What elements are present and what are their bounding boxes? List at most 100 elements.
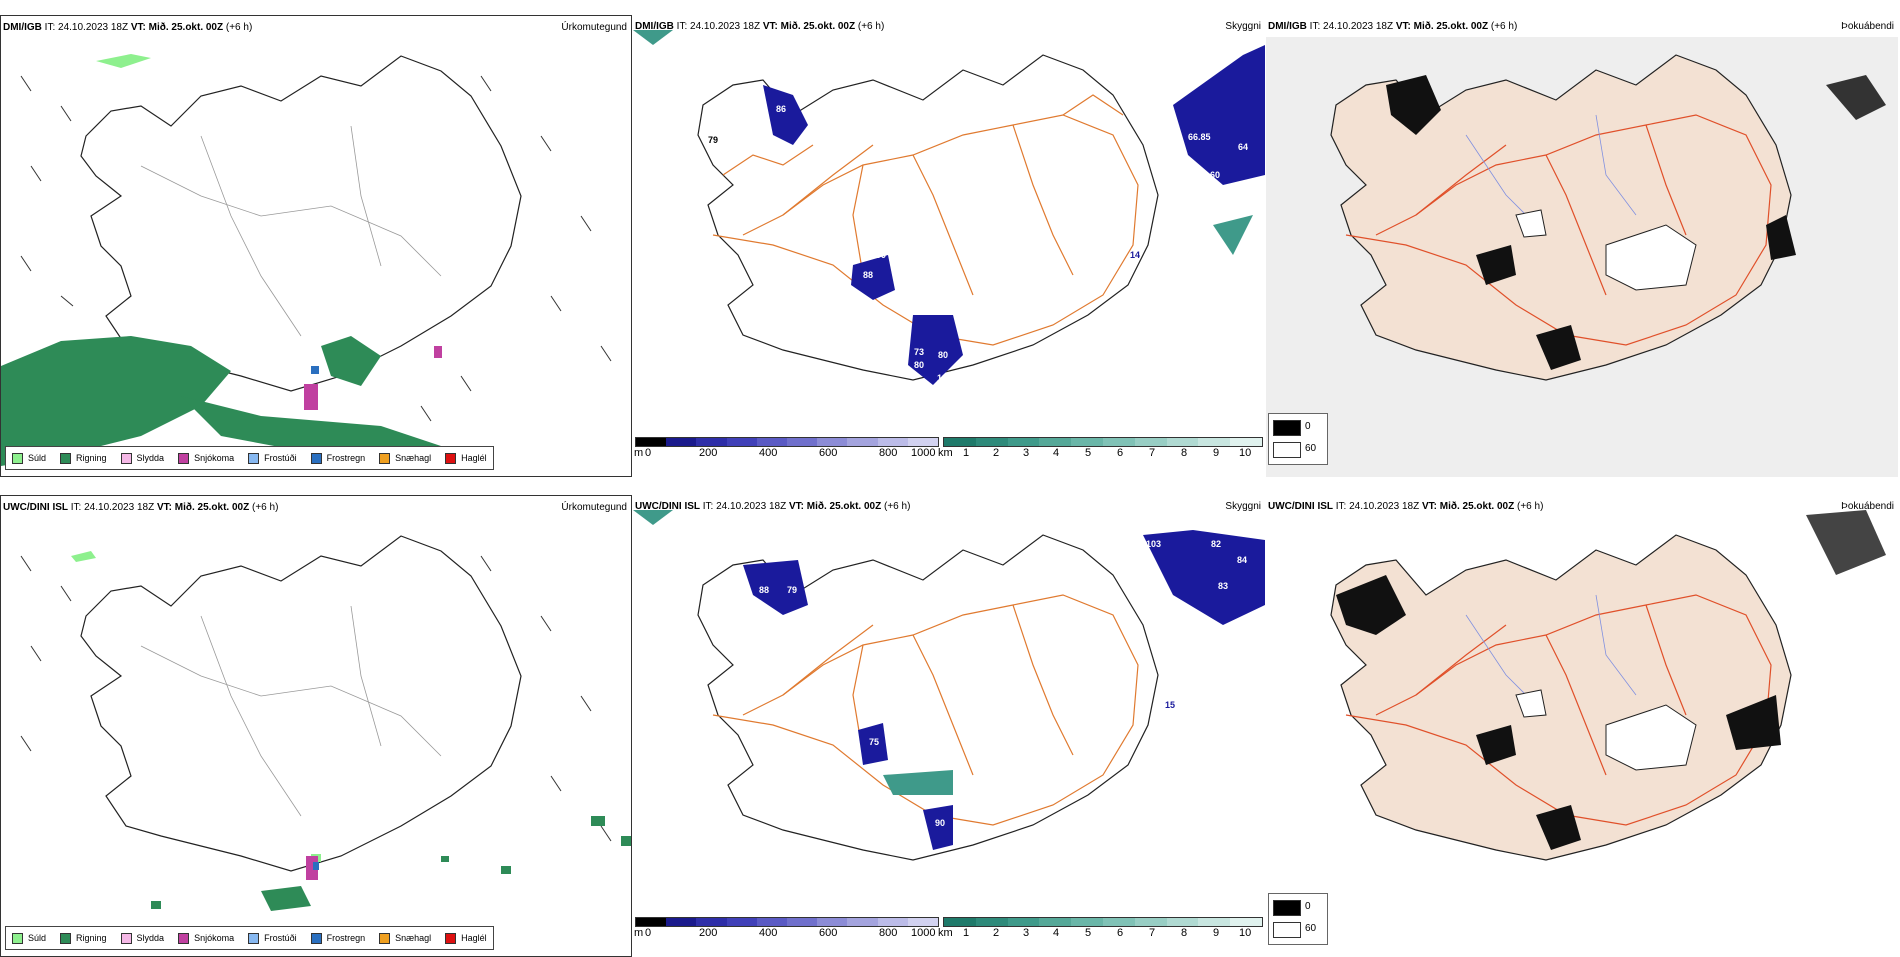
visibility-panel-row2[interactable]: UWC/DINI ISL IT: 24.10.2023 18Z VT: Mið.… [633, 495, 1265, 957]
legend-swatch [248, 932, 260, 944]
tick-label: 2 [993, 447, 1000, 459]
colorbar-segment [975, 438, 1008, 446]
colorbar-segment [944, 438, 976, 446]
tick-label: 10 [1239, 447, 1252, 459]
legend-swatch [178, 932, 190, 944]
legend-item: Snæhagl [379, 932, 432, 944]
legend-item: Frostregn [310, 452, 365, 464]
colorbar-segment [666, 918, 697, 926]
precip-panel-row1[interactable]: DMI/IGB IT: 24.10.2023 18Z VT: Mið. 25.o… [0, 15, 632, 477]
legend-item: Súld [12, 452, 46, 464]
legend-item: Frostúði [248, 932, 297, 944]
visibility-labels: 88 79 75 90 67 16 82 84 83 103 15 [759, 509, 1247, 867]
legend-label: Snæhagl [395, 453, 432, 463]
legend-label: Rigning [76, 453, 107, 463]
tick-label: 400 [759, 447, 778, 459]
tick-label: 7 [1149, 447, 1156, 459]
tick-label: 800 [879, 927, 898, 939]
wind-barbs [20, 75, 612, 422]
vis-m-unit: m [634, 447, 644, 459]
colorbar-segment [1007, 438, 1040, 446]
tick-label: 0 [645, 447, 652, 459]
visibility-panel-row1[interactable]: DMI/IGB IT: 24.10.2023 18Z VT: Mið. 25.o… [633, 15, 1265, 477]
legend-swatch [12, 452, 23, 464]
tick-label: 8 [1181, 447, 1188, 459]
vis-km-colorbar [943, 437, 1263, 447]
svg-text:64: 64 [1238, 142, 1248, 152]
tick-label: 1000 [911, 447, 936, 459]
panel-header: DMI/IGB IT: 24.10.2023 18Z VT: Mið. 25.o… [1268, 21, 1518, 32]
svg-text:13: 13 [937, 373, 947, 383]
colorbar-segment [1007, 918, 1040, 926]
legend-swatch [310, 452, 322, 464]
fog-legend: 0 60 [1268, 893, 1328, 945]
colorbar-segment [877, 438, 908, 446]
svg-text:79: 79 [708, 135, 718, 145]
legend-swatch [379, 452, 391, 464]
tick-label: 1 [963, 447, 970, 459]
panel-header: UWC/DINI ISL IT: 24.10.2023 18Z VT: Mið.… [635, 501, 911, 512]
visibility-labels: 86 79 88 99 80 73 80 13 13 66.85 64 60 1… [708, 104, 1248, 398]
tick-label: 6 [1117, 927, 1124, 939]
colorbar-segment [1071, 918, 1103, 926]
precip-panel-row2[interactable]: UWC/DINI ISL IT: 24.10.2023 18Z VT: Mið.… [0, 495, 632, 957]
vis-m-colorbar [635, 917, 939, 927]
fog-panel-row2[interactable]: UWC/DINI ISL IT: 24.10.2023 18Z VT: Mið.… [1266, 495, 1898, 957]
legend-swatch [445, 452, 457, 464]
fog-areas [1386, 75, 1886, 370]
legend-label: Slydda [136, 933, 165, 943]
tick-label: 200 [699, 447, 718, 459]
legend-item: Slydda [120, 932, 165, 944]
legend-swatch [60, 932, 72, 944]
legend-label: Frostúði [264, 453, 297, 463]
legend-label: Frostúði [264, 933, 297, 943]
vis-km-unit: km [938, 927, 953, 939]
panel-title: Þokuábendi [1841, 501, 1894, 512]
legend-label: Snæhagl [395, 933, 432, 943]
snow-areas [304, 346, 442, 410]
svg-text:67: 67 [939, 857, 949, 867]
tick-label: 9 [1213, 927, 1220, 939]
tick-label: 6 [1117, 447, 1124, 459]
colorbar-segment [1039, 918, 1072, 926]
iceland-map-fog [1266, 510, 1898, 957]
legend-swatch [120, 932, 132, 944]
panel-title: Skyggni [1225, 21, 1261, 32]
colorbar-segment [847, 918, 878, 926]
fog-legend-swatch-0 [1273, 900, 1301, 916]
drizzle-areas [71, 551, 321, 862]
iceland-land [1330, 534, 1792, 861]
legend-item: Frostregn [310, 932, 365, 944]
vis-km-unit: km [938, 447, 953, 459]
fog-panel-row1[interactable]: DMI/IGB IT: 24.10.2023 18Z VT: Mið. 25.o… [1266, 15, 1898, 477]
iceland-outline [80, 535, 522, 872]
legend-swatch [445, 932, 457, 944]
low-visibility-areas [743, 530, 1265, 850]
vis-m-unit: m [634, 927, 644, 939]
tick-label: 3 [1023, 447, 1030, 459]
panel-title: Úrkomutegund [561, 502, 627, 513]
panel-title: Skyggni [1225, 501, 1261, 512]
tick-label: 5 [1085, 927, 1092, 939]
legend-item: Rigning [60, 452, 107, 464]
legend-item: Frostúði [248, 452, 297, 464]
vis-km-colorbar [943, 917, 1263, 927]
tick-label: 600 [819, 927, 838, 939]
low-visibility-areas [763, 45, 1265, 385]
precip-legend: Súld Rigning Slydda Snjókoma Frostúði Frostre… [5, 926, 494, 950]
panel-title: Úrkomutegund [561, 22, 627, 33]
colorbar-segment [756, 438, 788, 446]
colorbar-segment [1166, 918, 1199, 926]
tick-label: 1000 [911, 927, 936, 939]
legend-item: Snjókoma [178, 932, 234, 944]
fog-legend-label: 0 [1305, 421, 1311, 432]
colorbar-segment [1134, 918, 1167, 926]
legend-label: Slydda [136, 453, 165, 463]
colorbar-segment [636, 918, 667, 926]
legend-swatch [248, 452, 260, 464]
colorbar-segment [1071, 438, 1103, 446]
iceland-map-precip [20, 535, 631, 911]
iceland-map-visibility: 88 79 75 90 67 16 82 84 83 103 15 [633, 509, 1265, 867]
legend-item: Slydda [120, 452, 165, 464]
iceland-map-visibility: 86 79 88 99 80 73 80 13 13 66.85 64 60 1… [633, 30, 1265, 398]
